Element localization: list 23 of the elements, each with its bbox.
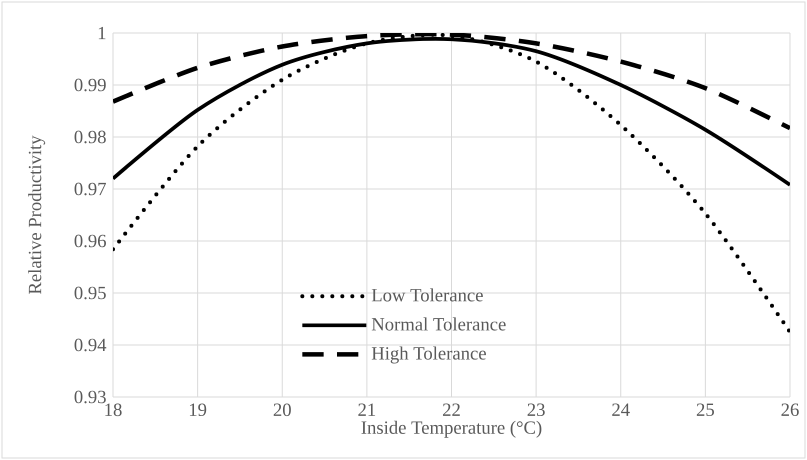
line-series xyxy=(113,32,790,334)
y-axis-title: Relative Productivity xyxy=(28,135,46,294)
y-tick-label: 0.98 xyxy=(74,130,106,144)
x-tick-label: 21 xyxy=(358,403,376,416)
x-tick-label: 23 xyxy=(528,403,545,416)
y-tick-label: 0.96 xyxy=(74,234,106,248)
x-tick-label: 25 xyxy=(696,403,714,416)
y-tick-label: 0.93 xyxy=(74,390,106,404)
x-tick-label: 18 xyxy=(105,403,122,416)
y-tick-label: 0.97 xyxy=(74,182,106,196)
x-tick-label: 19 xyxy=(190,403,206,416)
y-tick-label: 0.95 xyxy=(74,286,106,300)
x-tick-label: 22 xyxy=(442,403,460,416)
x-axis-title: Inside Temperature (°C) xyxy=(361,420,542,438)
y-tick-label: 0.99 xyxy=(74,78,106,92)
x-tick-label: 26 xyxy=(781,403,799,416)
legend-label: Low Tolerance xyxy=(372,288,483,302)
y-tick-label: 1 xyxy=(98,26,106,40)
legend-label: High Tolerance xyxy=(372,346,486,364)
x-tick-label: 20 xyxy=(274,403,291,416)
y-tick-label: 0.94 xyxy=(74,338,106,352)
x-tick-label: 24 xyxy=(612,403,630,416)
legend-label: Normal Tolerance xyxy=(372,317,506,331)
